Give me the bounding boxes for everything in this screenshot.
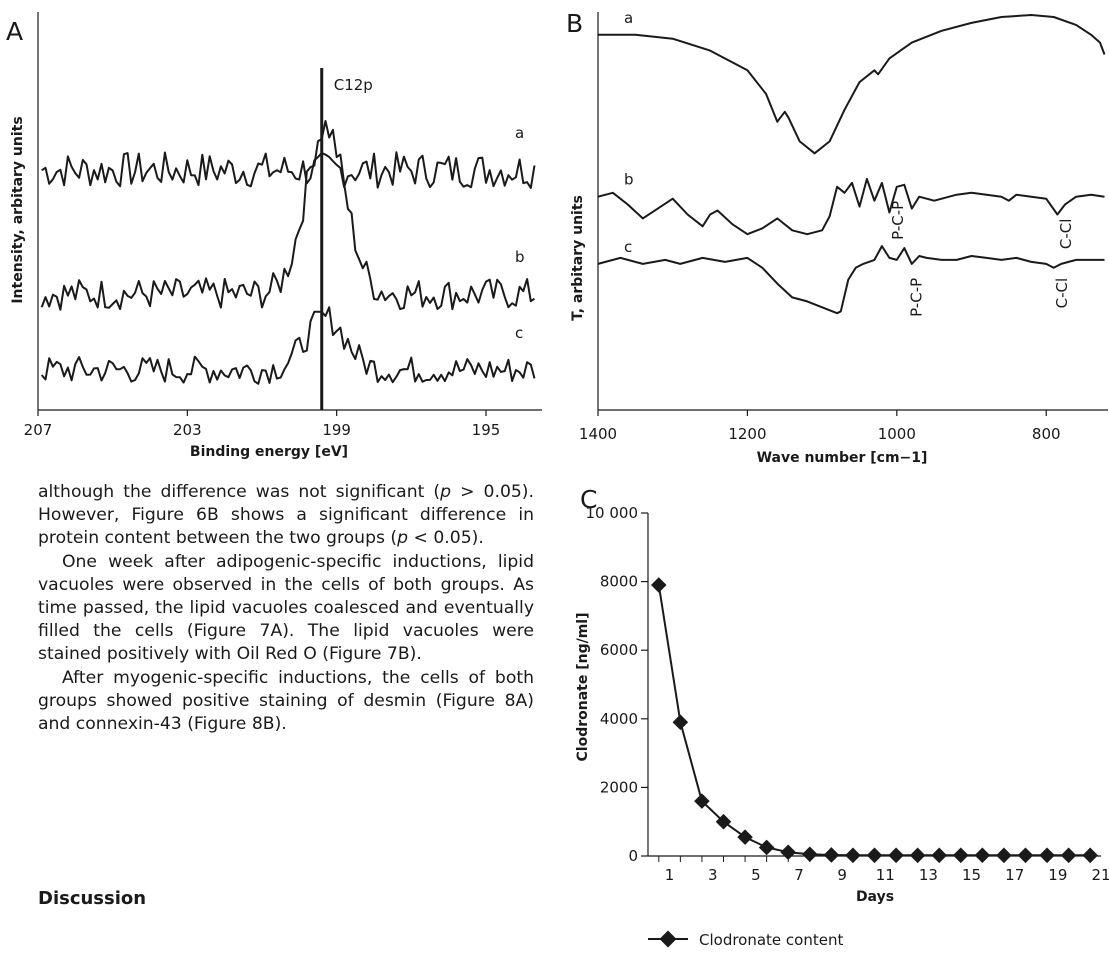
panel-c-letter: C <box>580 485 597 514</box>
panel-a-series-c <box>40 306 536 385</box>
panel-c-x-tick-label: 17 <box>1005 866 1024 884</box>
panel-c-y-tick-label: 4000 <box>600 710 638 728</box>
panel-c-x-tick-label: 11 <box>876 866 895 884</box>
panel-c-x-tick-label: 5 <box>751 866 761 884</box>
panel-c-data-point <box>672 714 689 730</box>
paragraph-1-part-2: > 0.05). However, Figure 6B shows a sign… <box>38 482 534 549</box>
panel-c-data-point <box>931 847 947 864</box>
panel-c-data-point <box>823 847 840 863</box>
panel-a-x-tick-label: 195 <box>472 421 501 439</box>
panel-c-data-point <box>953 847 969 864</box>
panel-a-series-a <box>41 151 536 189</box>
panel-c-data-point <box>888 847 904 864</box>
paragraph-1-part-1: although the difference was not signific… <box>38 482 441 502</box>
paragraph-2: One week after adipogenic-specific induc… <box>38 551 534 665</box>
panel-c-xlabel: Days <box>856 889 894 905</box>
panel-c-data-point <box>996 847 1012 864</box>
panel-b-x-tick-label: 1200 <box>728 425 766 443</box>
panel-c-data-point <box>1039 847 1055 864</box>
panel-a-ylabel: Intensity, arbitary units <box>10 116 26 303</box>
panel-c-x-tick-label: 7 <box>794 866 804 884</box>
panel-b-annotation: P-C-P <box>908 278 926 317</box>
panel-c-data-point <box>909 847 926 864</box>
body-text: although the difference was not signific… <box>38 481 534 736</box>
panel-b-series-b <box>597 177 1105 236</box>
paragraph-1: although the difference was not signific… <box>38 481 534 551</box>
panel-b-series-c <box>597 245 1105 315</box>
panel-c-x-tick-label: 3 <box>708 866 718 884</box>
panel-c-y-tick-label: 2000 <box>600 778 638 796</box>
section-heading: Discussion <box>38 888 147 909</box>
panel-c-y-tick-label: 0 <box>628 847 638 865</box>
panel-c-data-point <box>802 846 818 863</box>
legend-marker <box>659 930 677 948</box>
panel-c-data-point <box>737 829 753 845</box>
panel-c-x-tick-label: 1 <box>665 866 675 884</box>
panel-b-annotation: C-Cl <box>1053 278 1071 309</box>
panel-b-letter: B <box>566 9 583 38</box>
panel-c-y-tick-label: 6000 <box>600 641 638 659</box>
panel-a-x-tick-label: 203 <box>173 421 202 439</box>
panel-b-x-tick-label: 1400 <box>579 425 617 443</box>
panel-c-legend: Clodronate content <box>648 930 843 949</box>
panel-a-series-label: b <box>515 248 525 266</box>
panel-b-series-label: b <box>624 171 634 189</box>
panel-a-x-tick-label: 207 <box>24 421 53 439</box>
panel-a-letter: A <box>6 17 23 46</box>
panel-b-annotation: P-C-P <box>889 201 907 240</box>
p-symbol: p <box>440 482 452 502</box>
paragraph-3: After myogenic-specific inductions, the … <box>38 667 534 735</box>
p-symbol: p <box>397 528 409 549</box>
panel-c-x-tick-label: 9 <box>837 866 847 884</box>
panel-b-annotation: C-Cl <box>1057 219 1075 250</box>
panel-a-marker-label: C12p <box>334 76 373 94</box>
panel-c-data-point <box>780 844 796 861</box>
panel-c-data-point <box>866 847 883 864</box>
panel-a-series-label: a <box>515 124 524 142</box>
panel-c-x-tick-label: 21 <box>1091 866 1109 884</box>
panel-c-data-point <box>694 793 710 809</box>
panel-c-data-point <box>1082 847 1098 864</box>
panel-c-y-tick-label: 10 000 <box>586 504 639 522</box>
panel-b: B T, arbitary units Wave number [cm−1] <box>566 9 1108 466</box>
panel-a-series-b <box>40 120 536 311</box>
panel-a-xlabel: Binding energy [eV] <box>190 444 348 460</box>
panel-b-series-label: a <box>624 9 633 27</box>
legend-label: Clodronate content <box>699 931 843 949</box>
panel-c-data-point <box>758 839 775 856</box>
panel-b-x-tick-label: 1000 <box>878 425 916 443</box>
panel-b-ylabel: T, arbitary units <box>570 195 586 321</box>
panel-c-x-tick-label: 15 <box>962 866 981 884</box>
panel-c-data-point <box>1060 847 1077 864</box>
paragraph-1-part-3: < 0.05). <box>408 528 484 549</box>
panel-a-x-tick-label: 199 <box>322 421 351 439</box>
panel-b-series-label: c <box>624 238 632 256</box>
panel-c-data-point <box>845 847 861 864</box>
panel-c-data-point <box>650 577 667 593</box>
panel-c-y-tick-label: 8000 <box>600 573 638 591</box>
panel-c-data-point <box>1017 847 1034 864</box>
panel-b-series-a <box>598 14 1106 155</box>
panel-c-data-point <box>715 813 732 830</box>
panel-c-x-tick-label: 19 <box>1048 866 1067 884</box>
panel-c: C Clodronate [ng/ml] Days Clodronate con… <box>575 485 1101 949</box>
panel-c-data-point <box>974 847 991 864</box>
panel-c-x-tick-label: 13 <box>919 866 938 884</box>
panel-b-x-tick-label: 800 <box>1032 425 1061 443</box>
panel-b-xlabel: Wave number [cm−1] <box>757 450 928 466</box>
panel-c-ylabel: Clodronate [ng/ml] <box>575 613 591 762</box>
panel-a: A Intensity, arbitary units Binding ener… <box>6 12 542 460</box>
panel-a-series-label: c <box>515 324 523 342</box>
